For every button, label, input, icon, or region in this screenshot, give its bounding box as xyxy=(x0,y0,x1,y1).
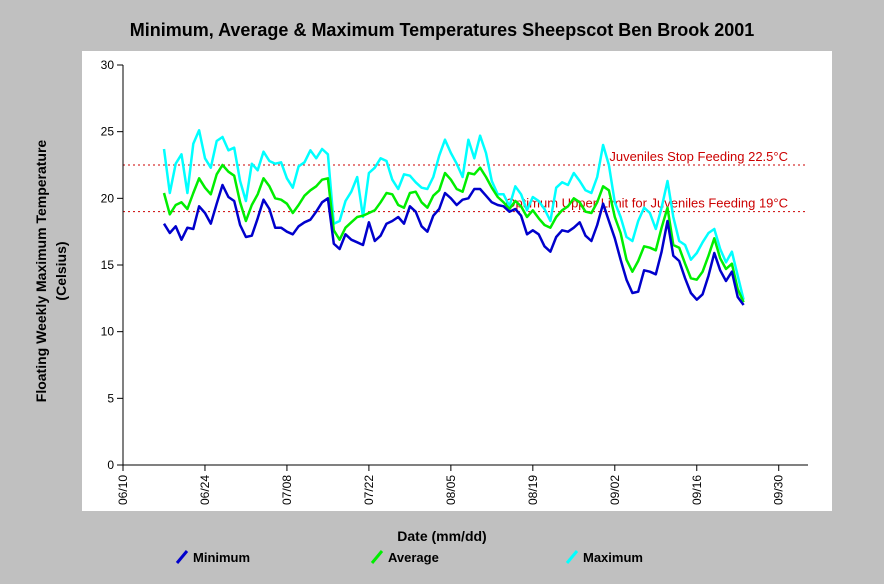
legend-swatch-minimum xyxy=(175,550,189,564)
series-line-minimum xyxy=(162,183,745,306)
y-tick-label: 30 xyxy=(101,58,115,72)
y-tick-label: 15 xyxy=(101,258,115,272)
reference-line-label: Juveniles Stop Feeding 22.5°C xyxy=(609,149,788,164)
y-tick-label: 20 xyxy=(101,191,115,205)
x-tick-label: 07/08 xyxy=(280,475,294,505)
y-tick-label: 10 xyxy=(101,325,115,339)
series-line-average xyxy=(162,163,745,303)
x-tick-label: 08/19 xyxy=(526,475,540,505)
chart-title: Minimum, Average & Maximum Temperatures … xyxy=(130,20,755,40)
y-axis-ticks: 0 5 10 15 20 25 30 xyxy=(101,58,123,472)
legend-label-maximum: Maximum xyxy=(583,550,643,565)
legend-swatch-maximum xyxy=(565,550,579,564)
x-axis-label: Date (mm/dd) xyxy=(397,528,486,544)
y-axis-label-units: (Celsius) xyxy=(53,241,69,300)
x-tick-label: 08/05 xyxy=(444,475,458,505)
legend-label-minimum: Minimum xyxy=(193,550,250,565)
plot-area xyxy=(82,51,832,511)
y-tick-label: 0 xyxy=(107,458,114,472)
x-tick-label: 09/16 xyxy=(690,475,704,505)
x-tick-label: 09/02 xyxy=(608,475,622,505)
legend: Minimum Average Maximum xyxy=(175,550,643,565)
x-axis-ticks: 06/10 06/24 07/08 07/22 08/05 08/19 09/02 09/16… xyxy=(116,465,786,505)
y-axis-label: Floating Weekly Maximum Temperature xyxy=(33,140,49,403)
x-tick-label: 06/10 xyxy=(116,475,130,505)
legend-label-average: Average xyxy=(388,550,439,565)
series-line-maximum xyxy=(162,129,745,300)
legend-swatch-average xyxy=(370,550,384,564)
series-lines xyxy=(162,129,745,306)
y-tick-label: 5 xyxy=(107,391,114,405)
x-tick-label: 07/22 xyxy=(362,475,376,505)
y-tick-label: 25 xyxy=(101,125,115,139)
x-tick-label: 06/24 xyxy=(198,475,212,505)
x-tick-label: 09/30 xyxy=(772,475,786,505)
